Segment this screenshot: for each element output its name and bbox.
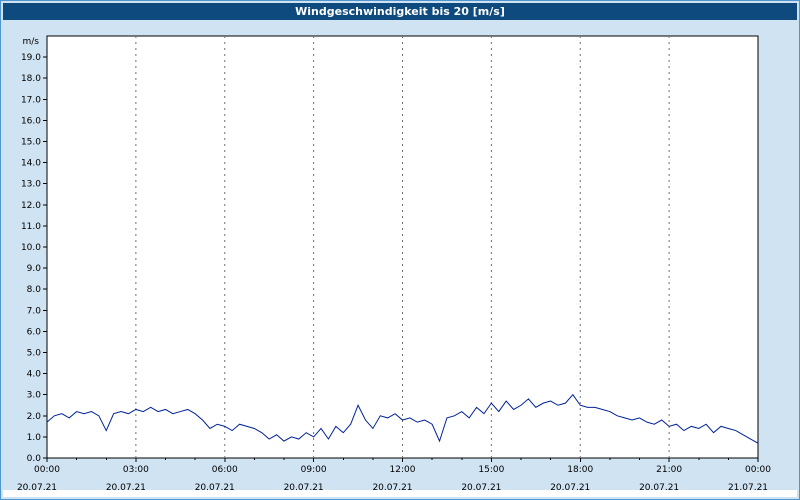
svg-text:20.07.21: 20.07.21 [195, 483, 235, 492]
svg-text:5.0: 5.0 [27, 349, 42, 359]
svg-text:m/s: m/s [23, 37, 40, 47]
svg-text:0.0: 0.0 [27, 454, 42, 464]
window-title: Windgeschwindigkeit bis 20 [m/s] [295, 5, 505, 18]
svg-text:20.07.21: 20.07.21 [639, 483, 679, 492]
svg-text:21.07.21: 21.07.21 [728, 483, 768, 492]
svg-text:09:00: 09:00 [301, 465, 327, 475]
svg-text:20.07.21: 20.07.21 [372, 483, 412, 492]
svg-text:9.0: 9.0 [27, 264, 42, 274]
svg-text:20.07.21: 20.07.21 [284, 483, 324, 492]
svg-text:15.0: 15.0 [21, 138, 41, 148]
svg-text:18.0: 18.0 [21, 74, 41, 84]
svg-text:1.0: 1.0 [27, 433, 42, 443]
svg-text:06:00: 06:00 [212, 465, 238, 475]
svg-text:19.0: 19.0 [21, 53, 41, 63]
title-bar: Windgeschwindigkeit bis 20 [m/s] [3, 3, 797, 20]
svg-text:20.07.21: 20.07.21 [106, 483, 146, 492]
svg-text:15:00: 15:00 [478, 465, 504, 475]
svg-text:10.0: 10.0 [21, 243, 41, 253]
svg-text:4.0: 4.0 [27, 370, 42, 380]
svg-text:2.0: 2.0 [27, 412, 42, 422]
svg-text:03:00: 03:00 [123, 465, 149, 475]
svg-text:20.07.21: 20.07.21 [550, 483, 590, 492]
bottom-strip [3, 490, 797, 497]
svg-text:00:00: 00:00 [745, 465, 771, 475]
svg-text:7.0: 7.0 [27, 306, 42, 316]
svg-text:11.0: 11.0 [21, 222, 41, 232]
svg-text:12.0: 12.0 [21, 201, 41, 211]
svg-text:17.0: 17.0 [21, 95, 41, 105]
svg-text:16.0: 16.0 [21, 116, 41, 126]
svg-text:18:00: 18:00 [567, 465, 593, 475]
svg-text:21:00: 21:00 [656, 465, 682, 475]
svg-text:20.07.21: 20.07.21 [461, 483, 501, 492]
svg-text:8.0: 8.0 [27, 285, 42, 295]
svg-text:6.0: 6.0 [27, 327, 42, 337]
svg-text:3.0: 3.0 [27, 391, 42, 401]
svg-text:12:00: 12:00 [390, 465, 416, 475]
svg-text:20.07.21: 20.07.21 [17, 483, 57, 492]
svg-text:00:00: 00:00 [34, 465, 60, 475]
wind-speed-chart: 0.0 1.0 2.0 3.0 4.0 5.0 6.0 7.0 8.0 9.0 10.0 11.0 12… [17, 35, 771, 492]
svg-text:14.0: 14.0 [21, 159, 41, 169]
svg-text:13.0: 13.0 [21, 180, 41, 190]
